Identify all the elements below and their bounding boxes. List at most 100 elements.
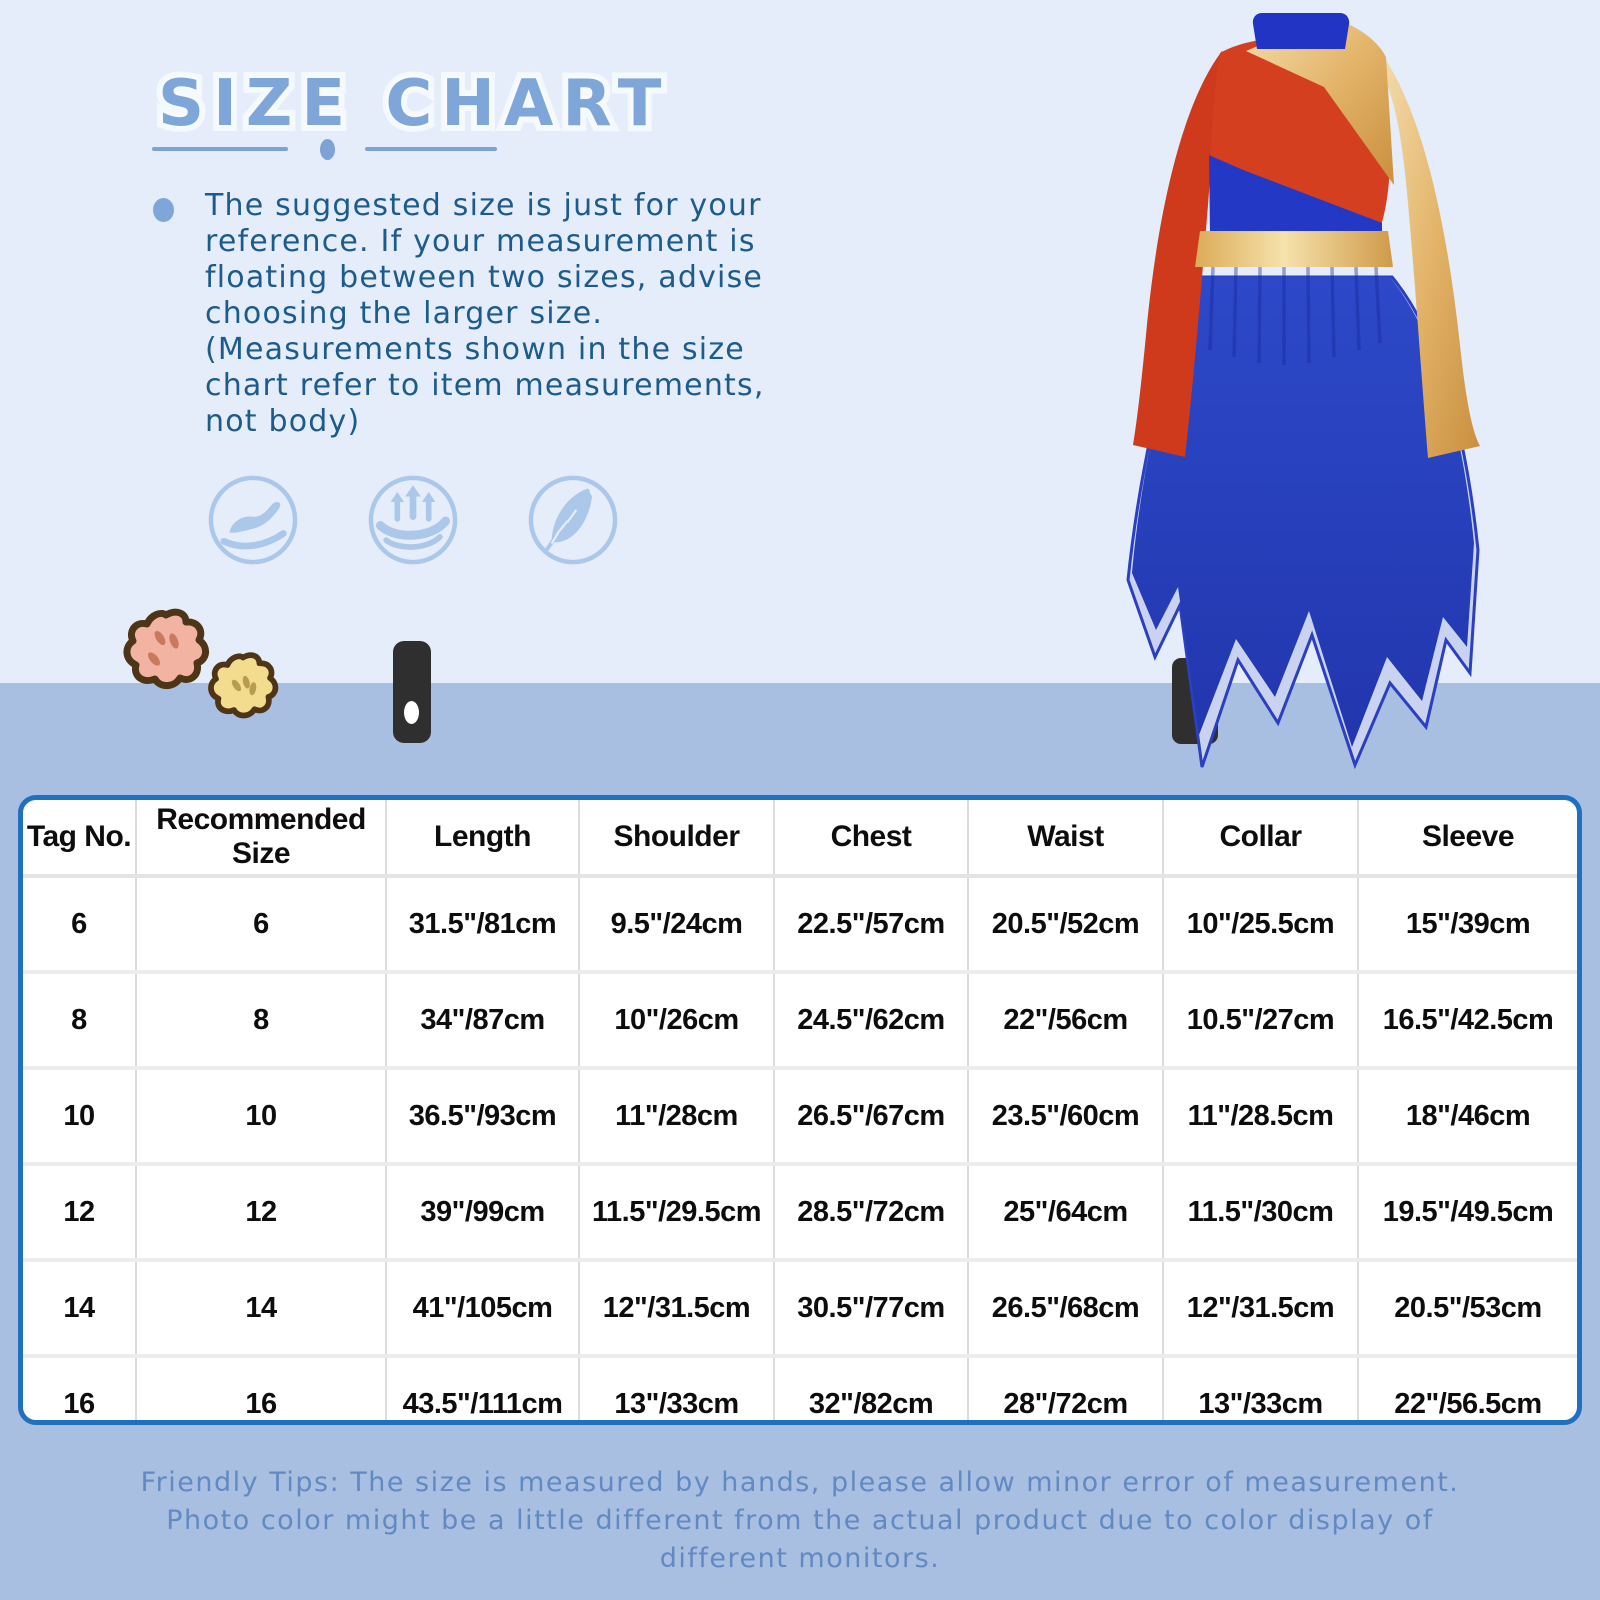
cell: 12"/31.5cm bbox=[578, 1260, 774, 1358]
black-tag bbox=[393, 641, 431, 743]
col-header-waist: Waist bbox=[967, 800, 1163, 878]
cell: 13"/33cm bbox=[578, 1356, 774, 1420]
cell: 15"/39cm bbox=[1357, 876, 1577, 974]
product-dress-photo bbox=[1126, 13, 1480, 770]
skirt bbox=[1132, 277, 1474, 747]
table-row: 8 8 34"/87cm 10"/26cm 24.5"/62cm 22"/56c… bbox=[23, 972, 1577, 1070]
table-row: 12 12 39"/99cm 11.5"/29.5cm 28.5"/72cm 2… bbox=[23, 1164, 1577, 1262]
cell: 11"/28.5cm bbox=[1162, 1068, 1358, 1166]
cell: 28.5"/72cm bbox=[773, 1164, 968, 1262]
cell: 8 bbox=[135, 972, 386, 1070]
gold-belt bbox=[1195, 231, 1393, 267]
cell: 14 bbox=[23, 1260, 136, 1358]
left-sleeve bbox=[1133, 51, 1228, 457]
soft-hand-feel-icon bbox=[208, 475, 298, 565]
cell: 23.5"/60cm bbox=[967, 1068, 1163, 1166]
col-header-recommended-size: Recommended Size bbox=[135, 800, 386, 878]
flower-doodle-pink bbox=[123, 608, 209, 690]
cell: 24.5"/62cm bbox=[773, 972, 968, 1070]
cell: 22"/56.5cm bbox=[1357, 1356, 1577, 1420]
title-divider bbox=[152, 138, 512, 160]
feather-lightweight-icon bbox=[528, 475, 618, 565]
col-header-collar: Collar bbox=[1162, 800, 1358, 878]
cell: 12 bbox=[23, 1164, 136, 1262]
feature-icons-row bbox=[207, 474, 619, 566]
note-line: (Measurements shown in the size bbox=[205, 332, 745, 367]
cell: 10 bbox=[135, 1068, 386, 1166]
collar bbox=[1252, 13, 1350, 49]
cell: 43.5"/111cm bbox=[385, 1356, 579, 1420]
cell: 22"/56cm bbox=[967, 972, 1163, 1070]
note-line: chart refer to item measurements, bbox=[205, 368, 765, 403]
cell: 16 bbox=[63, 1387, 95, 1420]
cell: 13"/33cm bbox=[1162, 1356, 1358, 1420]
table-row: 14 14 41"/105cm 12"/31.5cm 30.5"/77cm 26… bbox=[23, 1260, 1577, 1358]
elasticity-breathable-icon bbox=[368, 475, 458, 565]
table-row: 10 10 36.5"/93cm 11"/28cm 26.5"/67cm 23.… bbox=[23, 1068, 1577, 1166]
page-title: SIZE CHART bbox=[158, 67, 671, 141]
note-line: choosing the larger size. bbox=[205, 296, 604, 331]
flower-doodles bbox=[123, 608, 279, 719]
divider-line bbox=[365, 147, 497, 151]
cell: 10 bbox=[23, 1068, 136, 1166]
cell: 11.5"/29.5cm bbox=[578, 1164, 774, 1262]
cell: 10.5"/27cm bbox=[1162, 972, 1358, 1070]
col-header-tag-no: Tag No. bbox=[23, 800, 136, 878]
size-table-body: 6 6 31.5"/81cm 9.5"/24cm 22.5"/57cm 20.5… bbox=[23, 876, 1577, 1420]
cell: 41"/105cm bbox=[385, 1260, 579, 1358]
col-header-sleeve: Sleeve bbox=[1357, 800, 1577, 878]
cell: 39"/99cm bbox=[385, 1164, 579, 1262]
cell: 34"/87cm bbox=[385, 972, 579, 1070]
col-header-shoulder: Shoulder bbox=[578, 800, 774, 878]
cell: 12"/31.5cm bbox=[1162, 1260, 1358, 1358]
note-line: not body) bbox=[205, 404, 361, 439]
size-table: Tag No. Recommended Size Length Shoulder… bbox=[18, 795, 1582, 1425]
cell: 10"/26cm bbox=[578, 972, 774, 1070]
tag-hole bbox=[404, 701, 419, 724]
right-sleeve bbox=[1380, 57, 1480, 458]
cell: 9.5"/24cm bbox=[578, 876, 774, 974]
cell: 31.5"/81cm bbox=[385, 876, 579, 974]
col-header-chest: Chest bbox=[773, 800, 968, 878]
tips-line: Friendly Tips: The size is measured by h… bbox=[140, 1467, 1460, 1498]
cell: 16.5"/42.5cm bbox=[1357, 972, 1577, 1070]
cell: 26.5"/67cm bbox=[773, 1068, 968, 1166]
bullet-dot-icon bbox=[153, 198, 174, 222]
tips-line: different monitors. bbox=[659, 1543, 941, 1574]
table-row: 16 16 43.5"/111cm 13"/33cm 32"/82cm 28"/… bbox=[23, 1356, 1577, 1420]
cell: 36.5"/93cm bbox=[385, 1068, 579, 1166]
friendly-tips: Friendly Tips: The size is measured by h… bbox=[0, 1464, 1600, 1578]
note-line: The suggested size is just for your bbox=[205, 188, 762, 223]
flower-doodle-yellow bbox=[208, 652, 279, 719]
cell: 32"/82cm bbox=[773, 1356, 968, 1420]
divider-dot-icon bbox=[320, 138, 335, 160]
cell: 6 bbox=[135, 876, 386, 974]
cell: 11.5"/30cm bbox=[1162, 1164, 1358, 1262]
cell: 20.5"/53cm bbox=[1357, 1260, 1577, 1358]
cell: 30.5"/77cm bbox=[773, 1260, 968, 1358]
table-header-row: Tag No. Recommended Size Length Shoulder… bbox=[23, 800, 1577, 878]
divider-line bbox=[152, 147, 288, 151]
cell: 26.5"/68cm bbox=[967, 1260, 1163, 1358]
table-row: 6 6 31.5"/81cm 9.5"/24cm 22.5"/57cm 20.5… bbox=[23, 876, 1577, 974]
tips-line: Photo color might be a little different … bbox=[166, 1505, 1434, 1536]
cell: 20.5"/52cm bbox=[967, 876, 1163, 974]
cell: 22.5"/57cm bbox=[773, 876, 968, 974]
cell: 10"/25.5cm bbox=[1162, 876, 1358, 974]
cell: 25"/64cm bbox=[967, 1164, 1163, 1262]
cell: 19.5"/49.5cm bbox=[1357, 1164, 1577, 1262]
col-header-length: Length bbox=[385, 800, 579, 878]
cell: 14 bbox=[135, 1260, 386, 1358]
cell: 6 bbox=[23, 876, 136, 974]
cell: 18"/46cm bbox=[1357, 1068, 1577, 1166]
bodice-gold bbox=[1246, 17, 1394, 185]
note-line: floating between two sizes, advise bbox=[205, 260, 764, 295]
cell: 11"/28cm bbox=[578, 1068, 774, 1166]
cell: 28"/72cm bbox=[967, 1356, 1163, 1420]
bodice-blue-band2 bbox=[1209, 157, 1382, 233]
cell: 12 bbox=[135, 1164, 386, 1262]
size-note: The suggested size is just for your refe… bbox=[205, 188, 885, 440]
cell: 8 bbox=[23, 972, 136, 1070]
cell: 16 bbox=[135, 1356, 386, 1420]
